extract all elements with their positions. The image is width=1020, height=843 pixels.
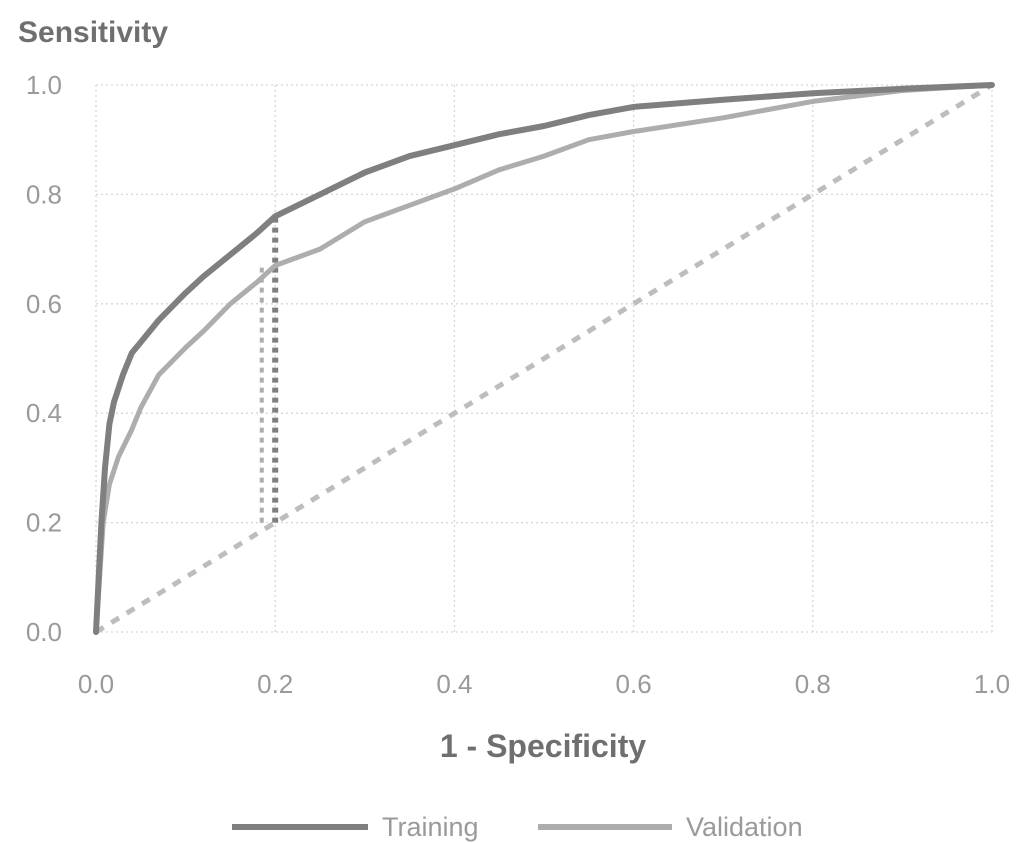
x-tick-label: 0.6 bbox=[616, 669, 652, 699]
x-axis-label: 1 - Specificity bbox=[440, 728, 647, 764]
grid bbox=[95, 84, 993, 633]
y-tick-label: 0.8 bbox=[26, 179, 62, 209]
y-tick-label: 0.4 bbox=[26, 398, 62, 428]
y-tick-labels: 0.0 0.2 0.4 0.6 0.8 1.0 bbox=[26, 70, 62, 647]
y-tick-label: 0.0 bbox=[26, 617, 62, 647]
series-line-validation bbox=[93, 82, 995, 635]
plot-area bbox=[93, 82, 995, 635]
legend: Training Validation bbox=[232, 812, 803, 842]
x-tick-label: 0.0 bbox=[78, 669, 114, 699]
y-axis-label: Sensitivity bbox=[18, 16, 168, 49]
reference-line bbox=[94, 82, 994, 635]
y-tick-label: 0.6 bbox=[26, 289, 62, 319]
x-tick-label: 1.0 bbox=[974, 669, 1010, 699]
y-tick-label: 1.0 bbox=[26, 70, 62, 100]
x-tick-label: 0.8 bbox=[795, 669, 831, 699]
y-tick-label: 0.2 bbox=[26, 508, 62, 538]
legend-label-training: Training bbox=[382, 812, 479, 842]
series-line-training bbox=[93, 82, 995, 635]
x-tick-label: 0.2 bbox=[257, 669, 293, 699]
x-tick-label: 0.4 bbox=[436, 669, 472, 699]
x-tick-labels: 0.0 0.2 0.4 0.6 0.8 1.0 bbox=[78, 669, 1010, 699]
legend-label-validation: Validation bbox=[686, 812, 803, 842]
